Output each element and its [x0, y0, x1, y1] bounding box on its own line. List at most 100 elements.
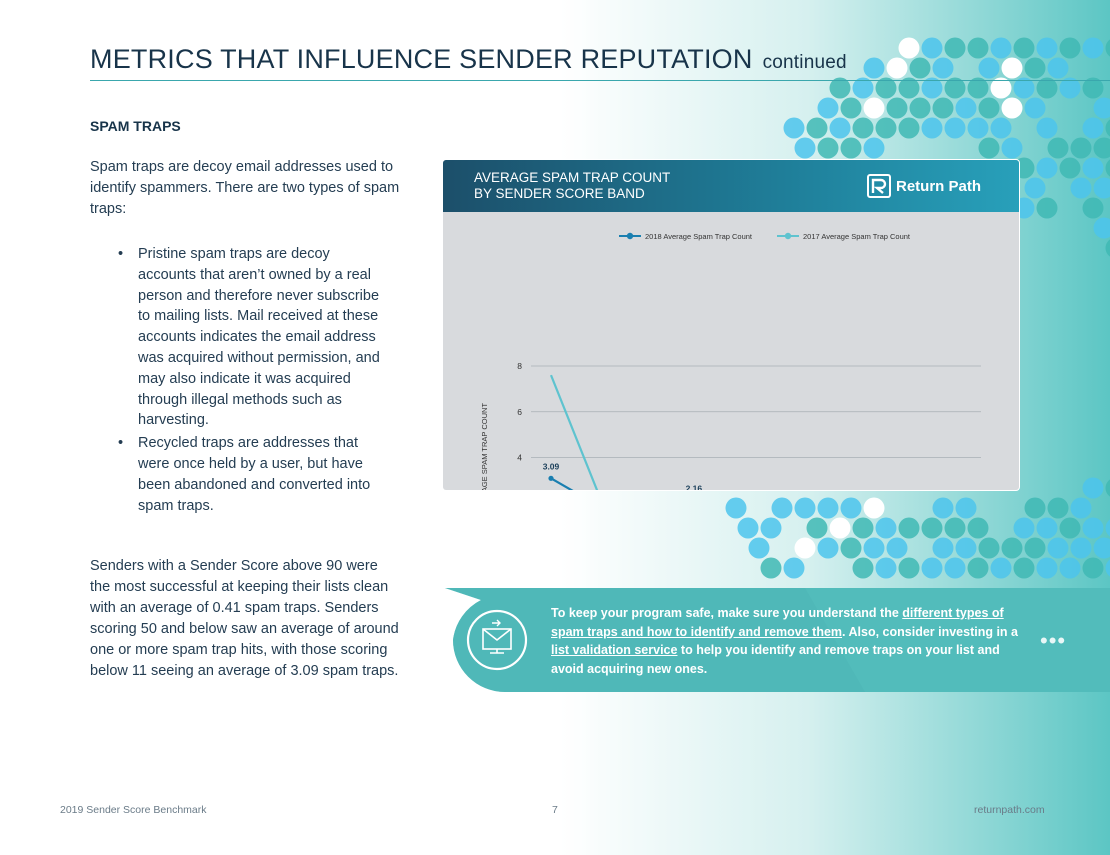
dot [760, 557, 782, 579]
dot [955, 97, 977, 119]
dot [932, 97, 954, 119]
dot [909, 57, 931, 79]
dot [1036, 517, 1058, 539]
footer-website-link[interactable]: returnpath.com [974, 804, 1045, 816]
dot [1059, 517, 1081, 539]
series-line [549, 374, 599, 490]
dot [990, 117, 1012, 139]
dot [944, 117, 966, 139]
dot [1001, 537, 1023, 559]
list-validation-link[interactable]: list validation service [551, 643, 678, 657]
dot [1082, 117, 1104, 139]
legend-swatch-marker [784, 232, 792, 240]
dot [806, 117, 828, 139]
dot [852, 557, 874, 579]
dot [794, 137, 816, 159]
dot [1059, 37, 1081, 59]
return-path-logo-icon [867, 174, 891, 198]
dot [737, 517, 759, 539]
dot [955, 537, 977, 559]
legend-label: 2017 Average Spam Trap Count [803, 232, 911, 241]
dot [1093, 137, 1110, 159]
dot [1036, 77, 1058, 99]
dot [1047, 537, 1069, 559]
dot [967, 517, 989, 539]
dot [863, 497, 885, 519]
dot [898, 77, 920, 99]
dot [990, 77, 1012, 99]
dot [1105, 519, 1110, 537]
dot [1036, 37, 1058, 59]
dot [725, 497, 747, 519]
dot [1013, 37, 1035, 59]
spam-traps-guide-link[interactable]: different types of spam traps and how to… [551, 606, 1004, 639]
dot [875, 557, 897, 579]
dot [1047, 137, 1069, 159]
footer-page-number: 7 [552, 804, 558, 816]
dot [921, 77, 943, 99]
dot [932, 57, 954, 79]
dot [1059, 77, 1081, 99]
dot [771, 497, 793, 519]
dot [1082, 557, 1104, 579]
dot [932, 497, 954, 519]
dot [967, 557, 989, 579]
dot [840, 137, 862, 159]
dot [840, 497, 862, 519]
dot [817, 537, 839, 559]
dot [783, 117, 805, 139]
series-line [550, 477, 574, 490]
dot [1105, 479, 1110, 497]
dot [967, 37, 989, 59]
dot [1047, 497, 1069, 519]
callout-banner [445, 588, 1110, 692]
dot [886, 97, 908, 119]
dot [1024, 497, 1046, 519]
dot [863, 57, 885, 79]
dot [875, 117, 897, 139]
dot [978, 137, 1000, 159]
dot [1082, 77, 1104, 99]
dot [852, 517, 874, 539]
dot [875, 517, 897, 539]
dot [806, 517, 828, 539]
dot [863, 137, 885, 159]
dot [829, 517, 851, 539]
dot [760, 517, 782, 539]
dot [1105, 559, 1110, 577]
envelope-monitor-icon [466, 609, 528, 671]
dot [1001, 57, 1023, 79]
dot [863, 537, 885, 559]
dot [921, 117, 943, 139]
dot [1070, 537, 1092, 559]
closing-paragraph: Senders with a Sender Score above 90 wer… [90, 558, 399, 679]
dot [852, 77, 874, 99]
dot [1082, 477, 1104, 499]
dot [1093, 217, 1110, 239]
dot [1013, 77, 1035, 99]
logo-text: Return Path [896, 177, 982, 195]
y-tick-label: 8 [517, 361, 522, 371]
dot [817, 97, 839, 119]
dot [932, 537, 954, 559]
dot [1059, 157, 1081, 179]
list-item: Recycled traps are addresses that were o… [118, 433, 388, 516]
callout-text: To keep your program safe, make sure you… [551, 604, 1021, 678]
spam-trap-types-list: Pristine spam traps are decoy accounts t… [118, 244, 388, 518]
dot [921, 517, 943, 539]
chart-title-line2: BY SENDER SCORE BAND [474, 186, 645, 201]
dot [944, 517, 966, 539]
y-tick-label: 4 [517, 453, 522, 463]
title-suffix: continued [762, 52, 847, 73]
intro-paragraph: Spam traps are decoy email addresses use… [90, 159, 400, 217]
dot [967, 77, 989, 99]
more-dots-icon: ••• [1040, 628, 1067, 653]
section-heading: SPAM TRAPS [90, 118, 181, 134]
data-point [548, 475, 554, 481]
dot [1024, 57, 1046, 79]
dot [840, 537, 862, 559]
dot [1105, 119, 1110, 137]
dot [944, 77, 966, 99]
dot [967, 117, 989, 139]
return-path-logo: Return Path [867, 174, 981, 198]
